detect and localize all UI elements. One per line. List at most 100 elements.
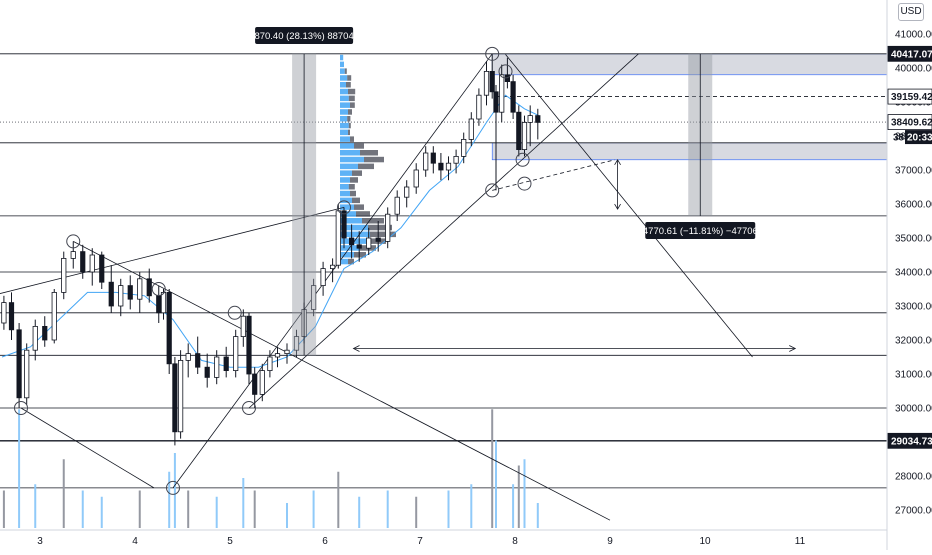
candle-body	[404, 186, 410, 198]
time-tick-label: 3	[37, 536, 43, 547]
price-tag[interactable]	[887, 45, 932, 62]
volume-profile-bar	[340, 109, 348, 115]
volume-bar	[187, 490, 190, 528]
volume-profile-bar	[340, 163, 358, 170]
candle-body	[127, 285, 133, 300]
candle-body	[204, 366, 210, 378]
volume-profile-bar	[340, 82, 346, 88]
volume-profile-bar	[350, 102, 355, 108]
candle-body	[493, 91, 499, 113]
pivot-circle-marker[interactable]	[242, 401, 256, 415]
volume-profile-bar	[348, 88, 356, 95]
volume-profile-bar	[368, 224, 392, 231]
trend-line[interactable]	[505, 54, 753, 358]
countdown-label: 20:33	[907, 133, 932, 144]
candle-body	[32, 325, 38, 351]
moving-average-line	[1, 94, 539, 368]
volume-bar	[512, 484, 515, 528]
time-tick-label: 4	[132, 536, 138, 547]
arrow-head	[614, 203, 621, 210]
price-tick-label: 41000.00	[895, 30, 932, 41]
candle-body	[177, 359, 184, 433]
volume-bar	[358, 496, 361, 528]
price-tick-label: 36000.00	[895, 200, 932, 211]
time-tick-label: 6	[322, 536, 328, 547]
volume-profile-bar	[340, 116, 348, 122]
price-tick-label: 30000.00	[895, 404, 932, 415]
volume-bar	[34, 484, 37, 528]
volume-bar	[253, 490, 256, 528]
pivot-circle-marker[interactable]	[66, 234, 81, 249]
volume-profile-bar	[340, 231, 370, 238]
volume-profile-bar	[340, 177, 350, 183]
trend-line[interactable]	[0, 207, 345, 302]
candle-body	[476, 94, 482, 120]
time-tick-label: 11	[795, 536, 806, 547]
pivot-circle-marker[interactable]	[151, 282, 166, 296]
volume-profile-bar	[370, 231, 396, 238]
candle-body	[413, 169, 419, 188]
pivot-circle-marker[interactable]	[485, 46, 500, 61]
volume-bar	[386, 490, 389, 528]
candle-body	[394, 196, 400, 215]
price-tick-label: 35000.00	[895, 234, 932, 245]
pivot-circle-marker[interactable]	[337, 200, 351, 215]
pivot-circle-marker[interactable]	[498, 64, 513, 79]
volume-profile-bar	[340, 136, 350, 142]
candle-body	[483, 71, 490, 96]
pivot-circle-marker[interactable]	[485, 183, 500, 198]
volume-profile-bar	[360, 150, 378, 156]
pivot-circle-marker[interactable]	[227, 305, 242, 320]
candle-body	[445, 162, 452, 171]
measure-down-label: −4770.61 (−11.81%) −477061	[637, 226, 763, 237]
candle-body	[118, 285, 124, 307]
trend-line[interactable]	[20, 407, 155, 489]
price-tag[interactable]	[887, 432, 932, 449]
trend-line[interactable]	[73, 241, 611, 521]
volume-profile-bar	[340, 95, 349, 102]
volume-profile-bar	[340, 245, 360, 251]
volume-profile-bar	[340, 122, 349, 129]
pivot-circle-marker[interactable]	[14, 401, 28, 415]
volume-bar	[536, 503, 539, 528]
volume-bar	[2, 490, 5, 528]
volume-bar	[173, 453, 176, 528]
candle-body	[24, 349, 30, 399]
price-tag[interactable]	[887, 88, 932, 105]
candle-body	[535, 115, 541, 123]
candle-body	[42, 325, 48, 341]
pivot-circle-marker[interactable]	[166, 480, 180, 495]
arrow-head	[352, 345, 360, 352]
pivot-circle-marker[interactable]	[515, 152, 530, 167]
countdown-tag	[905, 130, 932, 145]
volume-profile-bar	[350, 136, 354, 142]
currency-button[interactable]: USD	[898, 3, 924, 21]
trend-line[interactable]	[248, 53, 639, 409]
price-tick-label: 28000.00	[895, 472, 932, 483]
candle-body	[51, 291, 57, 341]
candle-body	[252, 373, 258, 395]
time-tick-label: 9	[607, 536, 613, 547]
volume-profile-bar	[354, 252, 366, 258]
price-tick-label: 32000.00	[895, 336, 932, 347]
volume-profile-bar	[340, 224, 368, 231]
price-tag[interactable]	[887, 114, 932, 130]
candle-body	[356, 244, 362, 249]
candle-body	[70, 251, 76, 259]
projection-line[interactable]	[492, 159, 615, 191]
volume-bar	[62, 459, 65, 528]
volume-profile-bar	[340, 218, 362, 224]
time-tick-label: 5	[227, 536, 233, 547]
candle-body	[16, 329, 22, 399]
arrow-head	[614, 159, 621, 166]
candle-body	[348, 237, 355, 246]
candle-body	[329, 264, 336, 270]
candle-body	[423, 152, 429, 171]
volume-bar	[138, 490, 141, 528]
pivot-circle-marker[interactable]	[517, 176, 532, 191]
volume-profile-bar	[362, 218, 384, 224]
price-tick-label: 33000.00	[895, 302, 932, 313]
volume-profile-bar	[358, 163, 374, 170]
